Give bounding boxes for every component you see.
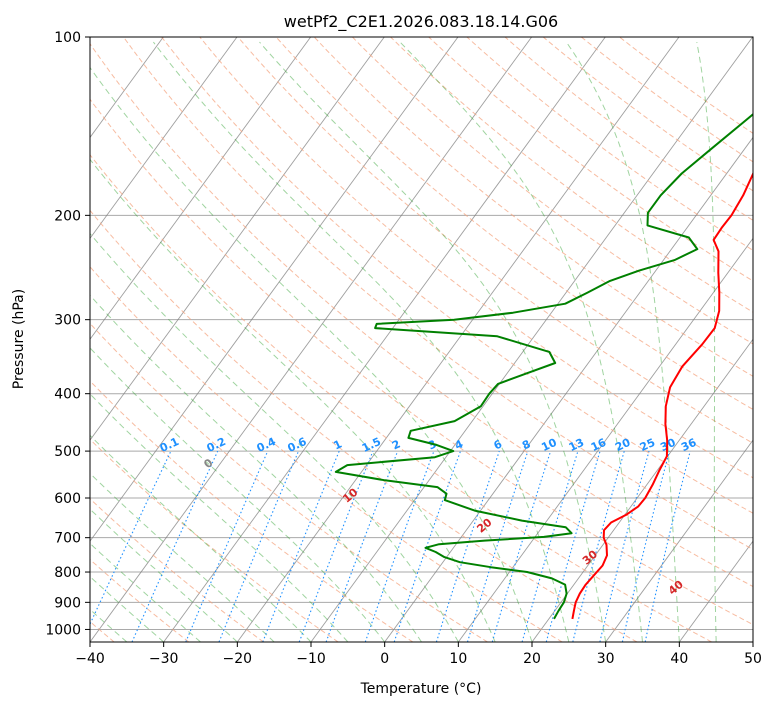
x-tick-label: −20 (223, 651, 253, 667)
x-axis-ticks: −40 −30 −20 −10 0 10 20 30 40 50 (75, 642, 762, 667)
moist-adiabat-line (90, 576, 165, 642)
plot-area: 0.10.20.40.611.52346810131620253036-100-… (90, 37, 753, 642)
moist-adiabat-line (399, 41, 643, 642)
mixing-ratio-line (262, 450, 340, 642)
mixing-ratio-label: 20 (613, 436, 633, 454)
dry-adiabat-line (90, 42, 753, 588)
moist-adiabat-line (565, 41, 680, 642)
isotherm-line (457, 237, 753, 642)
mixing-ratio-line (435, 450, 500, 642)
y-axis-ticks: 100 200 300 400 500 600 700 800 900 1000 (45, 30, 90, 638)
y-tick-label: 800 (54, 565, 81, 581)
isotherm-line (236, 37, 680, 642)
isotherm-line (90, 37, 385, 441)
isotherm-line (90, 37, 238, 240)
x-tick-label: 0 (380, 651, 389, 667)
x-tick-label: 40 (670, 651, 688, 667)
mixing-ratio-label: 25 (638, 436, 657, 454)
x-axis-label: Temperature (°C) (360, 681, 482, 697)
y-tick-label: 700 (54, 531, 81, 547)
mixing-ratio-line (393, 450, 462, 642)
y-tick-label: 300 (54, 313, 81, 329)
dry-adiabat-lines (90, 37, 753, 642)
dry-adiabat-line (161, 37, 753, 514)
moist-adiabat-line (90, 66, 533, 642)
moist-adiabat-line (90, 347, 386, 642)
mixing-ratio-line (298, 450, 374, 642)
isotherm-lines (90, 37, 753, 642)
y-tick-label: 1000 (45, 622, 81, 638)
dry-adiabat-line (352, 37, 753, 345)
moist-adiabat-line (259, 41, 607, 642)
dry-adiabat-line (123, 37, 753, 550)
temperature-line (571, 171, 753, 620)
chart-title: wetPf2_C2E1.2026.083.18.14.G06 (284, 12, 558, 32)
dry-adiabat-line (90, 98, 753, 626)
dry-adiabat-line (275, 37, 753, 411)
y-tick-label: 500 (54, 444, 81, 460)
moist-adiabat-line (90, 542, 201, 642)
y-tick-label: 900 (54, 595, 81, 611)
mixing-ratio-line (644, 450, 691, 642)
mixing-ratio-line (325, 450, 399, 642)
x-tick-label: −30 (149, 651, 179, 667)
mixing-ratio-line (521, 450, 579, 642)
x-tick-label: −40 (75, 651, 105, 667)
mixing-ratio-line (131, 450, 219, 642)
mixing-ratio-lines (90, 450, 691, 642)
mixing-ratio-label: 10 (539, 436, 559, 454)
x-tick-label: −10 (296, 651, 326, 667)
dry-adiabat-line (90, 153, 712, 642)
sounding-series (334, 112, 753, 620)
mixing-ratio-line (621, 450, 671, 642)
y-tick-label: 200 (54, 208, 81, 224)
mixing-ratio-label: 36 (679, 436, 699, 454)
mixing-ratio-line (491, 450, 552, 642)
moist-adiabat-line (90, 508, 238, 642)
isotherm-line (90, 37, 533, 642)
moist-adiabat-line (696, 42, 717, 642)
isotherm-line (90, 37, 312, 341)
isotherm-line (605, 439, 753, 642)
mixing-ratio-line (364, 450, 435, 642)
plot-frame (89, 36, 754, 643)
x-tick-label: 20 (523, 651, 541, 667)
mixing-ratio-label: 13 (567, 436, 586, 454)
x-tick-label: 50 (744, 651, 762, 667)
y-tick-label: 600 (54, 491, 81, 507)
moist-adiabat-line (90, 393, 349, 642)
dry-adiabat-line (90, 380, 414, 642)
y-axis-label: Pressure (hPa) (11, 289, 27, 389)
mixing-ratio-line (572, 450, 625, 642)
dewpoint-line (334, 112, 753, 620)
moist-adiabat-line (90, 232, 459, 642)
moist-adiabat-lines (90, 41, 753, 642)
mixing-ratio-line (599, 450, 650, 642)
moist-adiabat-line (90, 158, 496, 642)
mixing-ratio-line (466, 450, 529, 642)
mixing-ratio-line (545, 450, 601, 642)
mixing-ratio-line (185, 450, 269, 642)
isotherm-line (163, 37, 606, 642)
y-tick-label: 100 (54, 30, 81, 46)
x-tick-label: 30 (597, 651, 615, 667)
mixing-ratio-label: 16 (589, 436, 609, 454)
moist-adiabat-line (90, 434, 312, 642)
mixing-ratio-label: 30 (658, 436, 678, 454)
moist-adiabat-line (90, 294, 422, 642)
y-tick-label: 400 (54, 387, 81, 403)
dry-adiabat-line (199, 37, 753, 479)
moist-adiabat-line (153, 41, 570, 642)
moist-adiabat-line (90, 472, 275, 642)
dry-adiabat-line (90, 558, 190, 642)
dry-adiabat-line (313, 37, 753, 377)
isotherm-line (90, 37, 459, 542)
isotherm-line (310, 37, 753, 642)
x-tick-label: 10 (449, 651, 467, 667)
mixing-ratio-line (218, 450, 300, 642)
isobar-lines (90, 37, 753, 630)
dry-adiabat-line (90, 266, 563, 642)
